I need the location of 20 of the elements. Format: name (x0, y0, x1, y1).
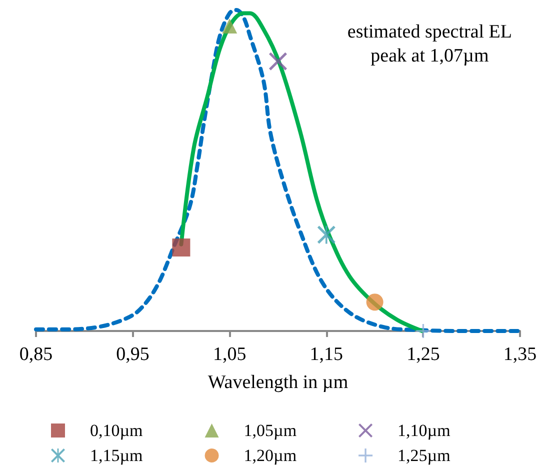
x-tick-label: 1,15 (310, 344, 344, 365)
point (366, 294, 384, 311)
x-tick-label: 0,85 (19, 344, 53, 365)
point (317, 226, 336, 244)
x-tick-label: 1,35 (503, 344, 537, 365)
point (416, 324, 430, 338)
point (172, 238, 190, 257)
legend-label: 1,15µm (90, 446, 143, 465)
x-axis-title: Wavelength in µm (208, 372, 348, 393)
legend-label: 1,10µm (398, 421, 450, 440)
legend-label: 1,20µm (244, 446, 297, 465)
x-tick-label: 1,05 (212, 344, 246, 365)
x-tick-label: 0,95 (116, 344, 150, 365)
legend-label: 0,10µm (90, 421, 143, 440)
point (222, 18, 238, 34)
point (269, 52, 287, 70)
legend-label: 1,25µm (398, 446, 450, 465)
annotation: estimated spectral EL peak at 1,07µm (347, 22, 512, 66)
x-tick-label: 1,25 (406, 344, 440, 365)
legend-label: 1,05µm (244, 421, 297, 440)
